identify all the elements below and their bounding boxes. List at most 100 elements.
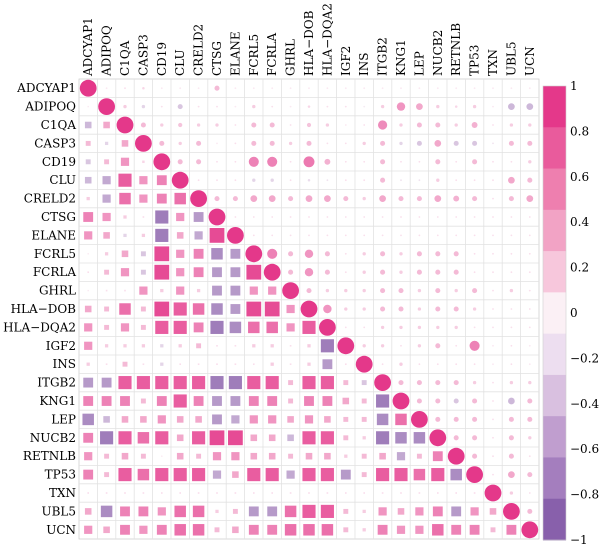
cell-ghrl-lep — [417, 288, 422, 293]
cell-txn-adcyap1 — [87, 492, 90, 494]
cell-casp3-cd19 — [159, 140, 165, 146]
cell-ubl5-casp3 — [138, 506, 149, 517]
cell-creld2-clu — [174, 192, 186, 205]
cell-adcyap1-itgb2 — [381, 87, 384, 90]
cell-ucn-adcyap1 — [84, 525, 93, 534]
cell-cd19-ctsg — [216, 160, 218, 163]
cell-clu-creld2 — [197, 179, 200, 182]
cell-txn-casp3 — [142, 492, 145, 494]
cell-ghrl-clu — [176, 286, 185, 295]
cell-retnlb-txn — [492, 455, 494, 458]
cell-ghrl-c1qa — [124, 289, 126, 292]
row-label-fcrla: FCRLA — [33, 265, 77, 279]
cell-adipoq-cd19 — [160, 105, 163, 108]
cell-ubl5-ubl5 — [503, 503, 520, 520]
cell-igf2-cd19 — [160, 344, 164, 348]
cell-casp3-fcrl5 — [251, 140, 257, 146]
column-label-ghrl: GHRL — [284, 39, 298, 76]
cell-adcyap1-kng1 — [400, 87, 402, 90]
column-label-igf2: IGF2 — [339, 46, 353, 76]
cell-c1qa-casp3 — [140, 122, 146, 128]
cell-ghrl-ctsg — [212, 285, 222, 296]
cell-lep-lep — [411, 411, 428, 428]
cell-kng1-retnlb — [453, 398, 459, 404]
cell-ucn-ctsg — [214, 527, 220, 533]
cell-itgb2-fcrl5 — [247, 376, 261, 390]
cell-hla-dqa2-nucb2 — [436, 325, 440, 330]
cell-casp3-c1qa — [121, 140, 129, 147]
colorbar-tick-labels: 1 0.8 0.6 0.4 0.2 0 −0.2 −0.4 −0.6 −0.8 −1 — [570, 79, 600, 547]
cell-txn-kng1 — [400, 492, 402, 494]
cell-cd19-ucn — [528, 160, 532, 164]
cell-cd19-clu — [177, 159, 183, 165]
cell-ucn-igf2 — [343, 527, 349, 533]
cell-adipoq-itgb2 — [380, 104, 385, 109]
cell-ghrl-adcyap1 — [87, 289, 89, 292]
cell-adcyap1-adipoq — [105, 87, 108, 90]
cell-adcyap1-c1qa — [124, 87, 126, 90]
cell-kng1-nucb2 — [435, 398, 441, 404]
cell-adcyap1-retnlb — [455, 87, 458, 90]
row-label-adipoq: ADIPOQ — [24, 100, 76, 114]
cell-c1qa-tp53 — [471, 122, 478, 128]
cell-kng1-igf2 — [342, 397, 350, 405]
cell-casp3-ctsg — [216, 142, 218, 145]
cell-nucb2-retnlb — [453, 435, 459, 441]
cell-clu-tp53 — [473, 179, 476, 182]
cell-igf2-lep — [417, 344, 422, 348]
cell-lep-adcyap1 — [82, 413, 94, 426]
cell-cd19-hla-dob — [303, 156, 315, 168]
cell-cd19-tp53 — [472, 159, 478, 165]
cell-creld2-casp3 — [139, 194, 148, 203]
cell-lep-kng1 — [395, 413, 407, 426]
cell-elane-hla-dob — [308, 234, 310, 237]
cell-ubl5-clu — [174, 505, 186, 518]
colorbar-tick-label: −0.8 — [570, 488, 599, 502]
cell-fcrla-ubl5 — [510, 271, 513, 274]
cell-kng1-hla-dqa2 — [322, 396, 333, 406]
cell-txn-fcrla — [271, 492, 274, 494]
cell-ctsg-itgb2 — [381, 216, 384, 218]
cell-ubl5-elane — [232, 508, 238, 514]
cell-tp53-fcrl5 — [247, 468, 261, 482]
cell-adcyap1-cd19 — [160, 87, 163, 90]
cell-igf2-igf2 — [337, 337, 355, 355]
cell-elane-hla-dqa2 — [326, 234, 329, 237]
cell-adipoq-ghrl — [289, 105, 292, 108]
cell-cd19-ghrl — [289, 160, 292, 163]
cell-ucn-elane — [232, 526, 239, 534]
cell-hla-dqa2-fcrl5 — [248, 321, 260, 334]
cell-clu-itgb2 — [380, 177, 386, 183]
cell-fcrla-hla-dqa2 — [324, 269, 330, 275]
cell-casp3-casp3 — [135, 135, 152, 152]
cell-txn-ucn — [528, 492, 531, 494]
cell-casp3-fcrla — [269, 140, 275, 146]
cell-clu-ctsg — [216, 179, 218, 182]
cell-txn-tp53 — [473, 492, 476, 494]
cell-fcrla-adcyap1 — [87, 271, 90, 274]
cell-adipoq-fcrla — [271, 105, 274, 108]
cell-ucn-tp53 — [469, 524, 480, 535]
cell-ghrl-fcrla — [268, 286, 277, 295]
cell-adcyap1-hla-dqa2 — [326, 87, 329, 90]
colorbar-band — [543, 209, 566, 252]
cell-kng1-ctsg — [212, 396, 222, 406]
cell-cd19-fcrl5 — [248, 156, 259, 167]
cell-igf2-fcrl5 — [252, 344, 256, 348]
cell-ctsg-elane — [234, 216, 237, 218]
cell-creld2-lep — [416, 196, 422, 202]
cell-ghrl-nucb2 — [435, 288, 441, 294]
cell-fcrla-txn — [492, 271, 494, 274]
cell-retnlb-elane — [231, 452, 240, 461]
column-label-c1qa: C1QA — [118, 40, 132, 76]
colorbar-tick-label: 0.2 — [570, 261, 589, 275]
cell-fcrla-tp53 — [473, 271, 476, 274]
cell-ubl5-creld2 — [192, 505, 205, 518]
cell-adipoq-ubl5 — [508, 103, 515, 110]
column-label-ins: INS — [357, 53, 371, 76]
cell-tp53-ubl5 — [508, 471, 515, 478]
cell-hla-dob-ctsg — [211, 303, 223, 315]
cell-fcrla-hla-dob — [304, 268, 314, 277]
cell-clu-igf2 — [344, 179, 347, 182]
